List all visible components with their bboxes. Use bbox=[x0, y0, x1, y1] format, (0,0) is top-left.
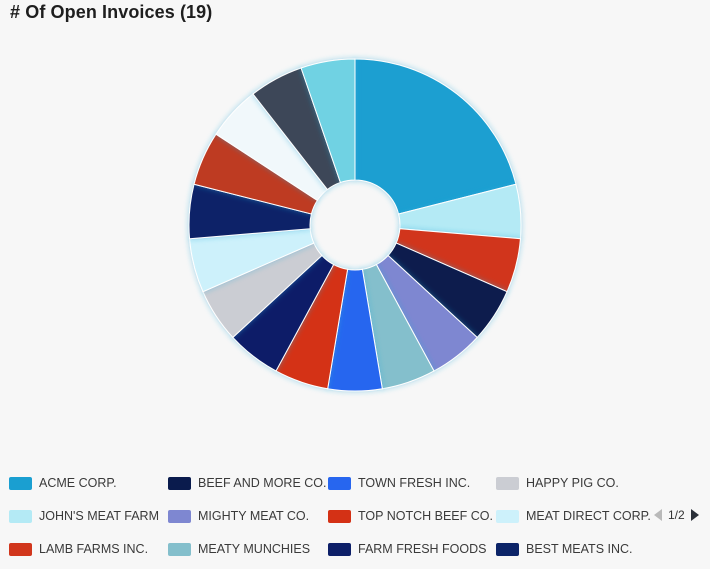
legend-item[interactable]: JOHN'S MEAT FARM bbox=[9, 505, 159, 527]
triangle-right-icon[interactable] bbox=[690, 509, 699, 521]
legend-label: BEEF AND MORE CO. bbox=[198, 476, 327, 490]
legend-swatch bbox=[168, 509, 191, 523]
legend-label: JOHN'S MEAT FARM bbox=[39, 509, 159, 523]
legend-swatch bbox=[496, 509, 519, 523]
triangle-left-icon[interactable] bbox=[654, 509, 662, 521]
legend-item[interactable]: TOWN FRESH INC. bbox=[328, 472, 470, 494]
legend-label: BEST MEATS INC. bbox=[526, 542, 633, 556]
legend-swatch bbox=[328, 542, 351, 556]
legend-swatch bbox=[168, 476, 191, 490]
chart-title: # Of Open Invoices (19) bbox=[10, 2, 213, 22]
legend-item[interactable]: HAPPY PIG CO. bbox=[496, 472, 619, 494]
legend-swatch bbox=[328, 509, 351, 523]
legend-swatch bbox=[168, 542, 191, 556]
legend-item[interactable]: ACME CORP. bbox=[9, 472, 117, 494]
chart-legend: ACME CORP. JOHN'S MEAT FARM LAMB FARMS INC… bbox=[9, 470, 651, 565]
legend-label: TOWN FRESH INC. bbox=[358, 476, 471, 490]
legend-swatch bbox=[9, 542, 32, 556]
legend-swatch bbox=[496, 476, 519, 490]
legend-page-label: 1/2 bbox=[668, 508, 685, 522]
legend-swatch bbox=[328, 476, 351, 490]
legend-swatch bbox=[9, 476, 32, 490]
legend-label: MEATY MUNCHIES bbox=[198, 542, 311, 556]
legend-item[interactable]: MEATY MUNCHIES bbox=[168, 538, 310, 560]
pie-slice-16[interactable] bbox=[300, 58, 356, 184]
legend-item[interactable]: TOP NOTCH BEEF CO. bbox=[328, 505, 493, 527]
legend-item[interactable]: LAMB FARMS INC. bbox=[9, 538, 148, 560]
legend-label: LAMB FARMS INC. bbox=[39, 542, 149, 556]
legend-item[interactable]: FARM FRESH FOODS bbox=[328, 538, 486, 560]
legend-swatch bbox=[9, 509, 32, 523]
donut-slices bbox=[188, 58, 522, 392]
legend-item[interactable]: BEEF AND MORE CO. bbox=[168, 472, 327, 494]
legend-item[interactable]: BEST MEATS INC. bbox=[496, 538, 633, 560]
legend-label: HAPPY PIG CO. bbox=[526, 476, 619, 490]
legend-pager: 1/2 bbox=[654, 508, 699, 522]
legend-label: TOP NOTCH BEEF CO. bbox=[358, 509, 493, 523]
legend-item[interactable]: MEAT DIRECT CORP. bbox=[496, 505, 651, 527]
legend-swatch bbox=[496, 542, 519, 556]
legend-item[interactable]: MIGHTY MEAT CO. bbox=[168, 505, 309, 527]
legend-label: ACME CORP. bbox=[39, 476, 117, 490]
legend-label: MIGHTY MEAT CO. bbox=[198, 509, 310, 523]
legend-label: MEAT DIRECT CORP. bbox=[526, 509, 651, 523]
legend-label: FARM FRESH FOODS bbox=[358, 542, 487, 556]
pie-slice-1[interactable] bbox=[354, 58, 517, 215]
donut-chart bbox=[188, 58, 522, 392]
